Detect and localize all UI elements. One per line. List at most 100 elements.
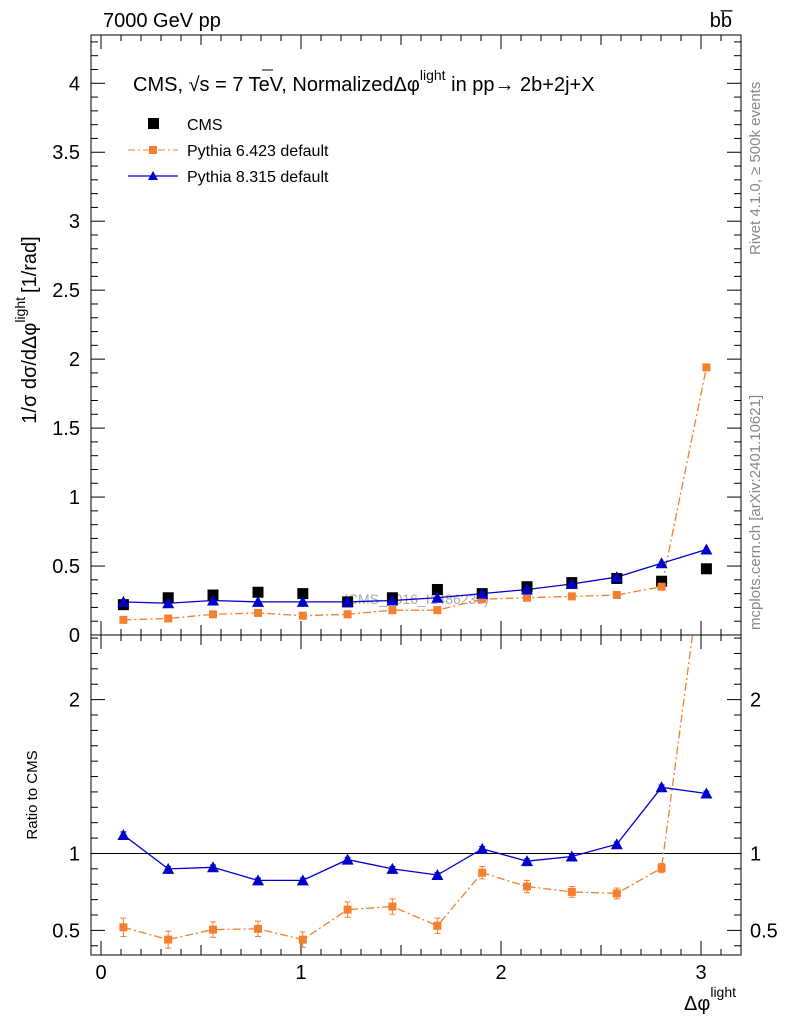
- legend-label-pythia8: Pythia 8.315 default: [187, 169, 329, 186]
- data-point-pythia-6-423-default: [567, 592, 576, 601]
- ratio-point-pythia-8-315-default: [162, 862, 175, 874]
- data-point-pythia-6-423-default: [702, 363, 711, 372]
- ratio-point-pythia-8-315-default: [655, 781, 668, 793]
- ratio-point-pythia-6-423-default: [702, 526, 710, 534]
- data-point-pythia-6-423-default: [343, 610, 352, 619]
- data-point-pythia-6-423-default: [433, 606, 442, 615]
- data-point-pythia-8-315-default: [700, 543, 713, 555]
- data-point-pythia-8-315-default: [207, 594, 219, 606]
- data-point-pythia-8-315-default: [521, 583, 533, 595]
- chart-title-suffix: in pp→ 2b+2j+X: [446, 74, 595, 96]
- y-axis-label: 1/σ dσ/dΔφlight [1/rad]: [12, 236, 41, 423]
- legend-marker-pythia6: [149, 146, 157, 154]
- data-point-pythia-6-423-default: [523, 593, 531, 602]
- data-point-cms: [297, 588, 309, 600]
- y-tick-label: 1.5: [52, 418, 80, 440]
- ratio-line-pythia-6-423-default: [123, 635, 694, 941]
- series-line-pythia-8-315-default: [123, 548, 707, 604]
- data-point-pythia-8-315-default: [610, 571, 623, 583]
- ratio-point-pythia-8-315-default: [431, 869, 444, 880]
- ratio-point-pythia-6-423-default: [567, 887, 576, 896]
- y-tick-label: 3: [69, 211, 80, 233]
- y-tick-label: 3.5: [52, 142, 80, 164]
- ratio-point-pythia-8-315-default: [252, 874, 264, 886]
- ratio-point-pythia-8-315-default: [117, 829, 130, 840]
- ratio-tick-label-right: 0.5: [750, 920, 778, 942]
- data-point-pythia-6-423-default: [388, 606, 397, 615]
- data-point-pythia-8-315-default: [565, 577, 578, 589]
- data-point-pythia-6-423-default: [298, 611, 307, 620]
- data-point-pythia-8-315-default: [341, 595, 354, 607]
- chart-title-s: s = 7 TeV, NormalizedΔφ: [200, 74, 420, 96]
- x-tick-label: 0: [95, 962, 106, 984]
- ratio-point-pythia-8-315-default: [565, 850, 578, 862]
- data-point-pythia-8-315-default: [117, 595, 130, 607]
- y-tick-label: 2.5: [52, 280, 80, 302]
- ratio-point-pythia-6-423-default: [612, 889, 621, 898]
- ratio-point-pythia-6-423-default: [209, 925, 217, 934]
- main-plot-marks: [117, 363, 713, 624]
- ratio-point-pythia-8-315-default: [207, 861, 219, 873]
- chart-title-sup: light: [420, 67, 446, 83]
- data-point-pythia-8-315-default: [386, 594, 399, 606]
- rivet-label: Rivet 4.1.0, ≥ 500k events: [747, 82, 764, 255]
- y-axis-label-unit: [1/rad]: [19, 236, 41, 293]
- ratio-tick-label-right: 2: [750, 690, 761, 712]
- axis-ticks: [91, 35, 741, 955]
- data-point-pythia-8-315-default: [162, 597, 175, 609]
- header-right: bb̅: [710, 9, 733, 32]
- chart-title: CMS, √s = 7 TeV, NormalizedΔφlight in pp…: [133, 67, 595, 96]
- data-point-pythia-8-315-default: [476, 587, 489, 599]
- data-point-cms: [656, 575, 668, 587]
- data-point-pythia-8-315-default: [655, 557, 668, 569]
- ratio-point-pythia-6-423-default: [298, 935, 307, 944]
- x-axis-label: Δφlight: [684, 984, 736, 1015]
- ratio-point-pythia-8-315-default: [476, 842, 489, 854]
- data-point-pythia-6-423-default: [119, 615, 128, 624]
- ratio-tick-label: 2: [69, 690, 80, 712]
- ratio-point-pythia-6-423-default: [164, 935, 173, 944]
- ratio-panel-frame: [90, 634, 742, 956]
- ratio-y-axis-label: Ratio to CMS: [24, 750, 41, 839]
- x-axis-label-sup: light: [710, 984, 736, 1000]
- y-tick-label: 0.5: [52, 556, 80, 578]
- ratio-point-pythia-6-423-default: [657, 864, 666, 873]
- data-point-cms: [252, 586, 264, 598]
- y-tick-label: 1: [69, 487, 80, 509]
- legend: CMS Pythia 6.423 default Pythia 8.315 de…: [128, 117, 329, 186]
- data-point-pythia-6-423-default: [254, 608, 262, 617]
- data-point-pythia-6-423-default: [164, 614, 173, 623]
- data-point-pythia-6-423-default: [209, 610, 217, 619]
- data-point-pythia-6-423-default: [657, 582, 666, 591]
- y-axis-label-main: 1/σ dσ/dΔφ: [19, 323, 41, 424]
- header-left: 7000 GeV pp: [103, 10, 221, 32]
- x-axis-label-main: Δφ: [684, 993, 710, 1015]
- ratio-point-pythia-6-423-default: [388, 902, 397, 911]
- legend-label-pythia6: Pythia 6.423 default: [187, 143, 329, 160]
- x-tick-label: 2: [495, 962, 506, 984]
- y-tick-label: 4: [69, 73, 80, 95]
- ratio-point-pythia-8-315-default: [700, 787, 713, 799]
- chart-title-prefix: CMS,: [133, 74, 189, 96]
- ratio-tick-label-right: 1: [750, 843, 761, 865]
- ratio-point-pythia-8-315-default: [296, 874, 309, 886]
- x-tick-label: 1: [295, 962, 306, 984]
- ratio-plot-marks: [117, 526, 713, 949]
- series-line-pythia-6-423-default: [123, 367, 708, 621]
- ratio-point-pythia-6-423-default: [254, 924, 262, 933]
- mcplots-label: mcplots.cern.ch [arXiv:2401.10621]: [747, 395, 764, 630]
- ratio-line-pythia-8-315-default: [123, 786, 707, 882]
- legend-marker-pythia8: [148, 171, 158, 180]
- data-point-pythia-8-315-default: [252, 595, 264, 607]
- ratio-point-pythia-8-315-default: [386, 862, 399, 874]
- ratio-point-pythia-6-423-default: [343, 905, 352, 914]
- ratio-point-pythia-6-423-default: [478, 868, 487, 877]
- ratio-point-pythia-8-315-default: [521, 855, 533, 867]
- ratio-point-pythia-6-423-default: [433, 921, 442, 930]
- ratio-tick-label: 0.5: [52, 920, 80, 942]
- ratio-tick-label: 1: [69, 843, 80, 865]
- data-point-cms: [700, 563, 712, 575]
- legend-marker-cms: [148, 118, 159, 129]
- ratio-point-pythia-8-315-default: [610, 838, 623, 850]
